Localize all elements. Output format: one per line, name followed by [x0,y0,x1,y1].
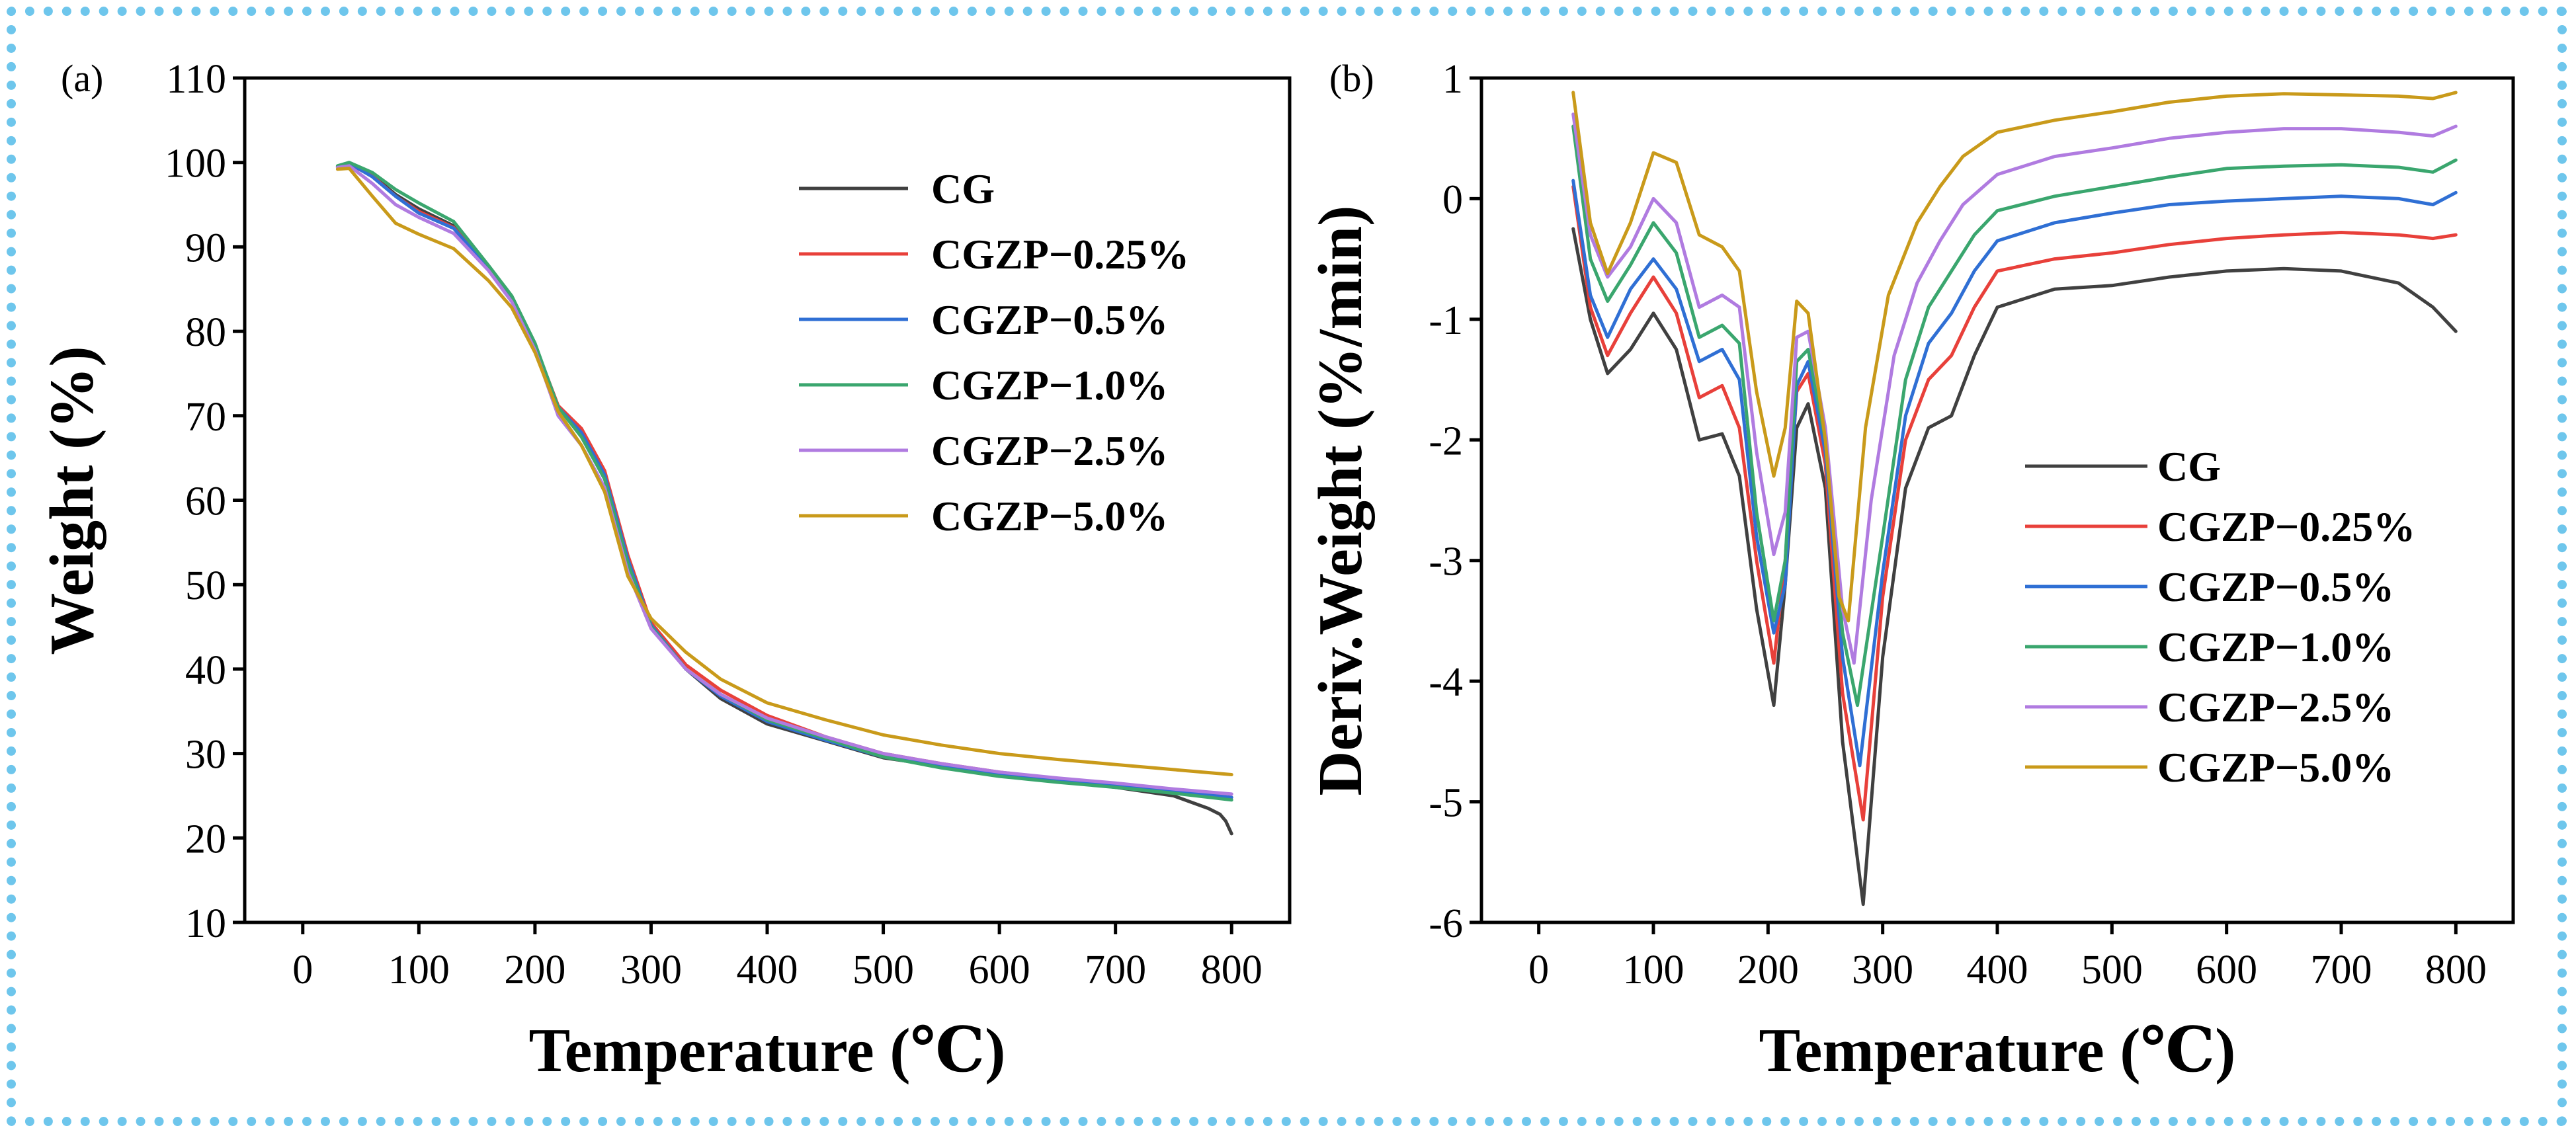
figure-dotted-border [7,7,2567,1126]
panel-label: (b) [1329,57,1374,100]
y-tick-label: 50 [185,563,226,608]
x-axis-label: Temperature (℃) [1759,1016,2236,1085]
x-tick-label: 300 [620,948,682,992]
x-tick-label: 100 [1623,948,1684,992]
series-line-5 [1571,112,2458,665]
x-tick-label: 500 [2081,948,2143,992]
legend-entry: CGZP−0.25% [2157,503,2415,550]
y-tick-label: 20 [185,817,226,862]
y-tick-label: -3 [1429,540,1463,585]
series-line-6 [1571,91,2458,623]
y-tick-label: 10 [185,901,226,946]
legend-entry: CG [2157,443,2221,490]
y-tick-label: -6 [1429,901,1463,946]
x-tick-label: 800 [1201,948,1263,992]
legend-entry: CGZP−2.5% [2157,684,2394,731]
x-tick-label: 200 [504,948,565,992]
y-tick-label: 80 [185,310,226,355]
x-tick-label: 800 [2425,948,2487,992]
x-tick-label: 400 [737,948,798,992]
y-tick-label: 90 [185,225,226,270]
legend-entry: CGZP−0.5% [931,296,1168,343]
legend-entry: CGZP−5.0% [2157,744,2394,791]
x-tick-label: 400 [1967,948,2028,992]
y-tick-label: -5 [1429,781,1463,826]
panel-b-chart: 0 100 200 300 400 500 600 700 800 -6 -5 -4 -3 -2 -1 0 1 (… [1306,57,2515,1085]
y-tick-label: 40 [185,648,226,693]
y-tick-label: 60 [185,479,226,524]
x-tick-label: 700 [2311,948,2372,992]
x-tick-label: 600 [969,948,1030,992]
legend-entry: CGZP−1.0% [931,362,1168,409]
legend-entry: CGZP−2.5% [931,427,1168,474]
series-line-6 [335,167,1233,776]
x-tick-label: 500 [852,948,914,992]
series-line-1 [1571,227,2458,907]
y-tick-label: -2 [1429,419,1463,464]
series-line-4 [335,161,1233,802]
y-axis-label: Deriv.Weight (%/min) [1306,206,1375,796]
series-line-4 [1571,124,2458,708]
x-tick-label: 0 [292,948,313,992]
y-tick-label: -4 [1429,660,1463,705]
x-axis-label: Temperature (℃) [529,1016,1006,1085]
panel-label: (a) [61,57,103,100]
y-tick-label: 70 [185,395,226,440]
x-tick-label: 700 [1085,948,1146,992]
y-tick-label: 1 [1442,57,1463,102]
series-line-3 [1571,179,2458,768]
y-tick-label: 30 [185,733,226,778]
x-tick-label: 0 [1528,948,1549,992]
panel-a-chart: 0 100 200 300 400 500 600 700 800 10 20 30 40 50 60 70 8… [38,57,1292,1085]
x-tick-label: 300 [1852,948,1913,992]
legend-entry: CGZP−0.25% [931,231,1189,278]
y-tick-label: 0 [1442,177,1463,222]
y-tick-label: 100 [165,142,226,186]
legend-entry: CGZP−0.5% [2157,563,2394,610]
y-tick-label: 110 [166,57,226,102]
x-tick-label: 600 [2196,948,2257,992]
y-axis-label: Weight (%) [38,346,106,655]
x-tick-label: 100 [388,948,450,992]
legend-entry: CGZP−5.0% [931,493,1168,540]
legend-entry: CGZP−1.0% [2157,624,2394,670]
series-line-2 [1571,184,2458,822]
x-tick-label: 200 [1737,948,1799,992]
y-tick-label: -1 [1429,298,1463,343]
legend-entry: CG [931,165,995,212]
